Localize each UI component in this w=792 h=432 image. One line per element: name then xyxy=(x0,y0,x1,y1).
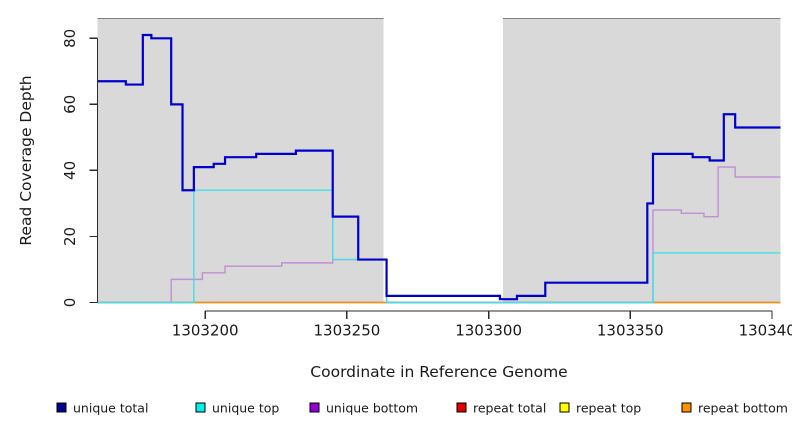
y-tick-label: 80 xyxy=(61,29,79,48)
legend-label: unique total xyxy=(73,401,148,416)
legend-swatch xyxy=(309,402,320,413)
y-tick-label: 40 xyxy=(61,161,79,180)
axis-labels-group: 0 20 40 60 80 1303200 1303250 1303300 1303350 130… xyxy=(17,29,792,381)
x-axis-title: Coordinate in Reference Genome xyxy=(310,363,567,381)
x-tick-label: 1303300 xyxy=(455,322,522,340)
x-tick-label: 1303200 xyxy=(172,322,239,340)
series-unique-top xyxy=(97,189,781,304)
chart-legend: unique total unique top unique bottom repea… xyxy=(56,401,788,416)
y-axis-title: Read Coverage Depth xyxy=(17,75,35,245)
x-tick-label: 1303250 xyxy=(313,322,380,340)
data-series-group xyxy=(97,33,781,304)
x-tick-label: 1303350 xyxy=(597,322,664,340)
legend-swatch xyxy=(195,402,206,413)
y-tick-label: 0 xyxy=(61,298,79,308)
y-tick-label: 20 xyxy=(61,227,79,246)
x-tick-label: 1303400 xyxy=(739,322,792,340)
shaded-region xyxy=(502,18,781,303)
legend-label: repeat bottom xyxy=(698,401,788,416)
series-unique-total xyxy=(97,33,781,301)
legend-label: unique bottom xyxy=(326,401,418,416)
legend-swatch xyxy=(559,402,570,413)
legend-swatch xyxy=(56,402,67,413)
y-tick-label: 60 xyxy=(61,95,79,114)
shaded-region xyxy=(97,18,384,303)
legend-swatch xyxy=(681,402,692,413)
legend-swatch xyxy=(456,402,467,413)
shaded-region-group xyxy=(97,17,781,303)
legend-label: unique top xyxy=(212,401,279,416)
axes-group xyxy=(89,37,773,319)
legend-label: repeat top xyxy=(576,401,641,416)
legend-label: repeat total xyxy=(473,401,546,416)
